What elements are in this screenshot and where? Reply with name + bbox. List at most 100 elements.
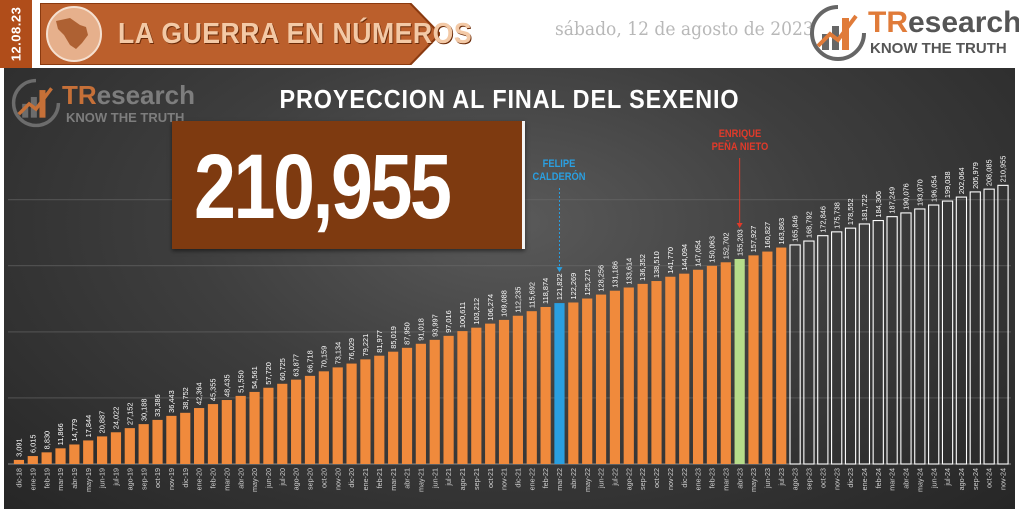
value-label: 152,702 xyxy=(721,233,730,260)
tick-label: may-22 xyxy=(583,468,592,492)
value-label: 168,792 xyxy=(805,211,814,238)
value-label: 30,188 xyxy=(139,399,148,422)
tick-label: nov-24 xyxy=(999,468,1008,490)
value-label: 106,274 xyxy=(486,294,495,321)
header-date: sábado, 12 de agosto de 2023 xyxy=(555,18,814,40)
tick-label: sep-24 xyxy=(971,468,980,490)
date-tab-label: 12.08.23 xyxy=(8,6,24,62)
value-label: 57,720 xyxy=(264,362,273,385)
bar-dic-18 xyxy=(13,459,25,464)
tick-label: dic-23 xyxy=(846,468,855,488)
bar-sep-21 xyxy=(471,327,482,464)
brand-logo: TResearch KNOW THE TRUTH xyxy=(808,4,1019,62)
annotation-pena-nieto-line2: PEÑA NIETO xyxy=(711,141,768,153)
value-label: 6,015 xyxy=(28,435,37,454)
brand-name-tr: TR xyxy=(868,6,908,39)
value-label: 141,770 xyxy=(666,247,675,274)
bar-jun-21 xyxy=(429,339,440,464)
value-label: 51,550 xyxy=(236,370,245,393)
value-label: 36,443 xyxy=(167,390,176,413)
value-label: 205,979 xyxy=(971,162,980,189)
value-label: 178,552 xyxy=(846,198,855,225)
bar-abr-21 xyxy=(401,347,413,464)
value-label: 91,018 xyxy=(416,318,425,341)
bar-ene-23 xyxy=(692,269,704,464)
value-label: 138,510 xyxy=(652,251,661,278)
tick-label: oct-19 xyxy=(153,468,162,488)
bar-sep-24 xyxy=(969,191,981,465)
value-label: 150,063 xyxy=(708,236,717,263)
bar-jul-23 xyxy=(776,247,787,464)
bar-may-19 xyxy=(83,440,94,464)
tick-label: feb-21 xyxy=(375,468,384,488)
bar-mar-24 xyxy=(886,216,898,465)
annotation-pena-nieto: ENRIQUE PEÑA NIETO xyxy=(706,128,774,154)
bar-feb-24 xyxy=(872,219,884,465)
bar-oct-23 xyxy=(817,235,829,465)
tick-label: oct-24 xyxy=(985,468,994,488)
tick-label: jun-20 xyxy=(264,468,273,489)
tick-label: sep-23 xyxy=(805,468,814,490)
logo-chart-icon xyxy=(810,5,866,61)
tick-label: jul-22 xyxy=(611,468,620,487)
watermark-name-tr: TR xyxy=(62,80,97,110)
tick-label: jul-24 xyxy=(943,468,952,487)
bar-mar-21 xyxy=(388,351,399,464)
bar-jul-19 xyxy=(110,432,122,464)
banner-shape xyxy=(40,3,440,65)
value-label: 190,076 xyxy=(902,183,911,210)
bar-ago-19 xyxy=(124,428,135,464)
bar-nov-19 xyxy=(166,415,177,464)
tick-label: sep-21 xyxy=(472,468,481,490)
watermark-tagline: KNOW THE TRUTH xyxy=(66,110,185,125)
tick-label: mar-19 xyxy=(56,468,65,491)
tick-label: ene-23 xyxy=(694,468,703,490)
bar-ago-22 xyxy=(623,287,634,464)
bar-may-20 xyxy=(249,391,260,464)
tick-label: jul-19 xyxy=(112,468,121,487)
value-label: 112,235 xyxy=(513,287,522,313)
tick-label: sep-19 xyxy=(139,468,148,490)
value-label: 193,070 xyxy=(915,179,924,206)
date-tab: 12.08.23 xyxy=(0,0,32,68)
value-label: 45,355 xyxy=(209,378,218,401)
bar-jul-22 xyxy=(609,290,621,464)
bar-mar-23 xyxy=(720,262,731,464)
tick-label: jun-23 xyxy=(763,468,772,489)
bar-oct-21 xyxy=(485,323,496,464)
tick-label: nov-23 xyxy=(832,468,841,490)
value-label: 199,038 xyxy=(943,171,952,198)
value-label: 93,997 xyxy=(430,314,439,337)
bar-jun-20 xyxy=(263,387,274,464)
bar-feb-20 xyxy=(207,404,219,464)
value-label: 76,029 xyxy=(347,338,356,361)
bar-chart: 3,091 dic-18 6,015 ene-19 8,830 feb-19 11,866 m… xyxy=(8,156,1011,492)
bar-dic-22 xyxy=(679,273,690,464)
tick-label: ene-21 xyxy=(361,468,370,490)
value-label: 157,927 xyxy=(749,226,758,253)
tick-label: feb-22 xyxy=(541,468,550,488)
tick-label: may-24 xyxy=(915,468,924,492)
tick-label: feb-20 xyxy=(209,468,218,488)
bar-may-23 xyxy=(748,255,759,464)
value-label: 8,830 xyxy=(42,431,51,450)
tick-label: may-21 xyxy=(416,468,425,492)
total-box: 210,955 xyxy=(172,121,525,249)
value-label: 66,718 xyxy=(306,350,315,373)
tick-label: feb-19 xyxy=(42,468,51,488)
tick-label: jul-20 xyxy=(278,468,287,487)
value-label: 81,977 xyxy=(375,330,384,353)
tick-label: dic-20 xyxy=(347,468,356,488)
bar-feb-19 xyxy=(41,452,52,464)
tick-label: may-19 xyxy=(84,468,93,492)
value-label: 33,386 xyxy=(153,394,162,417)
annotation-calderon: FELIPE CALDERÓN xyxy=(525,158,593,184)
tick-label: ene-20 xyxy=(195,468,204,490)
tick-label: sep-20 xyxy=(306,468,315,490)
value-label: 144,094 xyxy=(680,244,689,271)
bar-feb-22 xyxy=(540,306,551,464)
value-label: 118,874 xyxy=(541,278,550,304)
tick-label: jun-21 xyxy=(430,468,439,489)
bar-ene-19 xyxy=(27,456,38,464)
value-label: 165,846 xyxy=(791,215,800,242)
